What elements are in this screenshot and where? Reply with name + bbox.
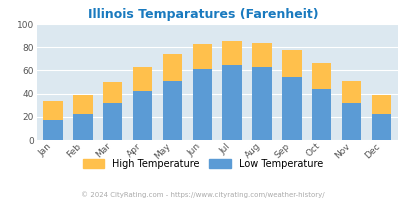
Bar — [371, 95, 390, 114]
Bar — [222, 65, 241, 140]
Bar — [132, 67, 152, 91]
Bar — [222, 41, 241, 65]
Bar — [252, 43, 271, 67]
Bar — [252, 67, 271, 140]
Text: © 2024 CityRating.com - https://www.cityrating.com/weather-history/: © 2024 CityRating.com - https://www.city… — [81, 191, 324, 198]
Bar — [43, 101, 62, 120]
Bar — [281, 77, 301, 140]
Bar — [341, 103, 360, 140]
Bar — [43, 120, 62, 140]
Text: Illinois Temparatures (Farenheit): Illinois Temparatures (Farenheit) — [87, 8, 318, 21]
Bar — [311, 63, 330, 89]
Bar — [132, 91, 152, 140]
Bar — [192, 69, 211, 140]
Bar — [103, 103, 122, 140]
Legend: High Temperature, Low Temperature: High Temperature, Low Temperature — [83, 159, 322, 169]
Bar — [371, 114, 390, 140]
Bar — [162, 54, 182, 81]
Bar — [192, 44, 211, 69]
Bar — [73, 114, 92, 140]
Bar — [341, 81, 360, 103]
Bar — [162, 81, 182, 140]
Bar — [311, 89, 330, 140]
Bar — [103, 82, 122, 103]
Bar — [73, 95, 92, 114]
Bar — [281, 50, 301, 77]
